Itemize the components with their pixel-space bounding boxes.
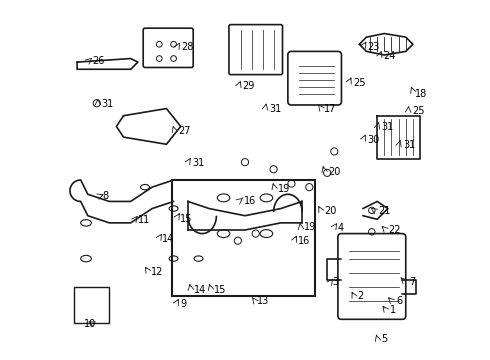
Text: 18: 18 xyxy=(415,89,427,99)
Text: 16: 16 xyxy=(298,237,310,247)
Text: 2: 2 xyxy=(358,291,364,301)
Text: 6: 6 xyxy=(397,296,403,306)
Text: 12: 12 xyxy=(151,267,164,277)
Text: 21: 21 xyxy=(378,206,390,216)
Text: 15: 15 xyxy=(180,213,193,224)
Text: 20: 20 xyxy=(328,167,340,177)
Text: 5: 5 xyxy=(381,334,387,344)
Text: 22: 22 xyxy=(389,225,401,235)
Text: 17: 17 xyxy=(324,104,337,113)
Text: 31: 31 xyxy=(269,104,281,114)
Text: 14: 14 xyxy=(194,285,206,295)
Text: 30: 30 xyxy=(367,135,379,145)
Text: 1: 1 xyxy=(390,305,396,315)
Text: 28: 28 xyxy=(181,42,194,52)
Text: 31: 31 xyxy=(101,99,113,109)
Text: 31: 31 xyxy=(192,158,204,168)
Text: 29: 29 xyxy=(243,81,255,91)
Text: 13: 13 xyxy=(257,296,270,306)
Text: 25: 25 xyxy=(412,107,424,116)
Text: 19: 19 xyxy=(304,222,316,232)
Text: 31: 31 xyxy=(403,140,415,150)
Text: 24: 24 xyxy=(384,51,396,61)
Text: 25: 25 xyxy=(353,78,366,88)
Text: 14: 14 xyxy=(162,234,174,244)
Text: 27: 27 xyxy=(178,126,190,136)
Text: 31: 31 xyxy=(381,122,393,132)
Bar xyxy=(74,287,109,323)
Text: 11: 11 xyxy=(138,215,150,225)
Text: 9: 9 xyxy=(180,299,186,309)
Text: 19: 19 xyxy=(278,184,290,194)
Text: 10: 10 xyxy=(83,319,96,329)
Text: 23: 23 xyxy=(367,42,380,52)
Text: 4: 4 xyxy=(338,223,344,233)
Text: 3: 3 xyxy=(333,277,339,287)
Text: 26: 26 xyxy=(92,57,104,66)
Text: 8: 8 xyxy=(102,191,108,201)
Text: 20: 20 xyxy=(324,206,337,216)
Text: 15: 15 xyxy=(214,285,226,295)
Text: 7: 7 xyxy=(409,277,416,287)
Text: 16: 16 xyxy=(244,196,256,206)
Bar xyxy=(172,180,315,296)
